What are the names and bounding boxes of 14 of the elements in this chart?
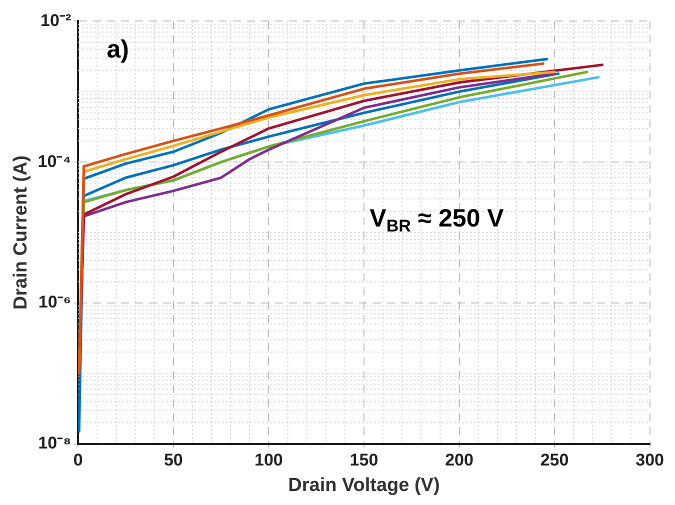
x-tick-label: 0 bbox=[73, 450, 83, 470]
x-tick-label: 50 bbox=[164, 450, 183, 470]
y-axis-title: Drain Current (A) bbox=[10, 155, 32, 310]
y-tick-label: 10⁻⁴ bbox=[38, 152, 72, 171]
x-tick-label: 200 bbox=[445, 450, 474, 470]
y-tick-label: 10⁻² bbox=[40, 10, 72, 30]
x-tick-label: 250 bbox=[540, 450, 569, 470]
annotation: a) bbox=[106, 36, 129, 64]
x-tick-label: 300 bbox=[636, 450, 664, 470]
y-tick-label: 10⁻⁸ bbox=[38, 433, 72, 452]
x-axis-title: Drain Voltage (V) bbox=[288, 474, 440, 496]
x-tick-label: 100 bbox=[254, 450, 283, 470]
x-tick-label: 150 bbox=[350, 450, 378, 470]
y-tick-label: 10⁻⁶ bbox=[38, 292, 72, 312]
